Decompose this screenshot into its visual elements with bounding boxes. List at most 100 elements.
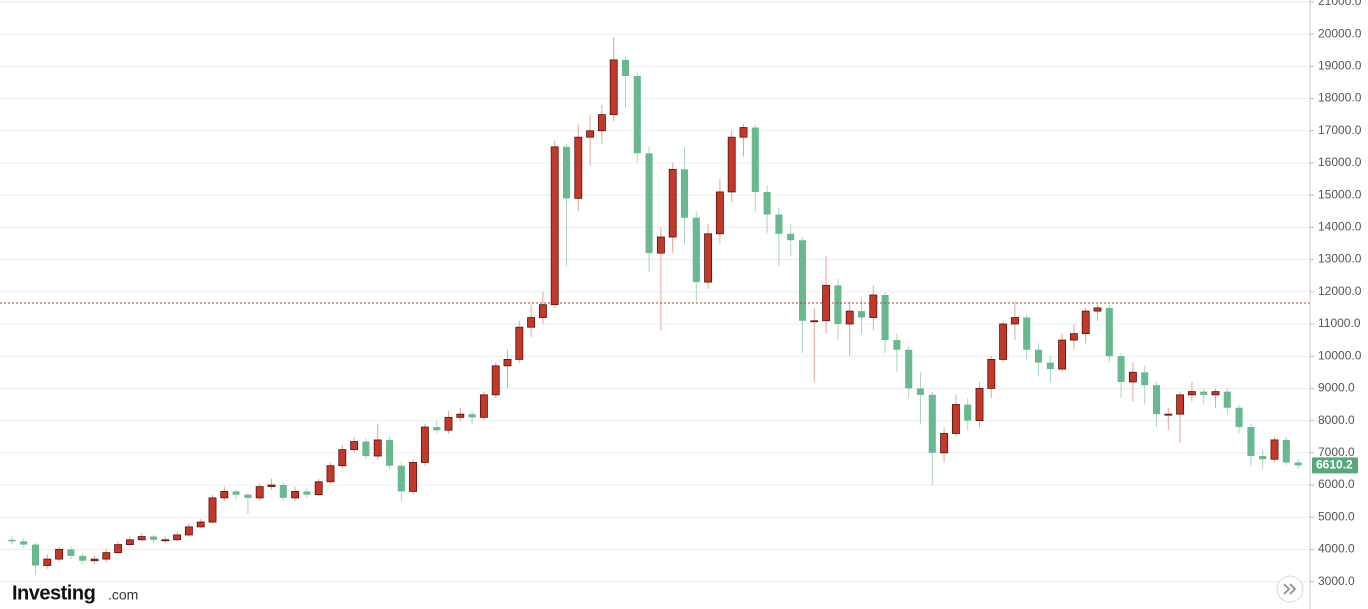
candle-body: [515, 326, 524, 360]
candle-body: [928, 394, 936, 453]
candle-body: [55, 549, 64, 560]
candle-body: [397, 465, 405, 492]
candle-body: [279, 485, 287, 498]
candle-body: [787, 233, 795, 241]
candle-body: [67, 549, 75, 556]
y-tick-label: 21000.0: [1318, 0, 1362, 8]
candle-body: [905, 349, 913, 389]
candle-body: [940, 433, 949, 454]
candle-body: [338, 449, 347, 467]
candle-body: [1164, 413, 1173, 416]
candle-body: [433, 427, 441, 431]
candle-body: [810, 320, 819, 323]
candle-body: [975, 387, 984, 421]
candle-body: [420, 426, 429, 463]
candle-body: [633, 76, 641, 154]
candle-body: [645, 153, 653, 254]
y-tick-label: 10000.0: [1318, 348, 1362, 362]
candle-body: [184, 526, 193, 536]
candle-body: [385, 439, 394, 466]
y-tick-label: 3000.0: [1318, 574, 1355, 588]
candles: [0, 37, 1310, 576]
scroll-button-icon[interactable]: [1283, 583, 1297, 595]
candle-body: [574, 136, 583, 199]
candle-body: [31, 544, 40, 566]
y-tick-label: 7000.0: [1318, 445, 1355, 459]
y-tick-label: 16000.0: [1318, 155, 1362, 169]
candle-body: [869, 294, 878, 318]
candle-body: [1010, 317, 1019, 325]
candle-body: [1023, 317, 1031, 350]
candle-body: [834, 285, 842, 324]
candle-body: [208, 497, 217, 523]
candle-body: [1152, 385, 1161, 415]
candle-body: [1117, 356, 1125, 382]
candle-body: [220, 491, 229, 499]
candle-body: [656, 236, 665, 254]
candle-body: [1270, 439, 1279, 460]
candle-body: [621, 59, 630, 77]
candle-body: [692, 217, 700, 283]
candle-body: [1081, 310, 1090, 335]
candle-body: [102, 552, 111, 560]
candle-body: [680, 169, 689, 218]
candle-body: [751, 127, 759, 192]
y-tick-label: 17000.0: [1318, 123, 1362, 137]
candle-body: [893, 340, 901, 350]
candle-body: [1294, 462, 1302, 466]
candle-body: [964, 404, 972, 421]
candle-body: [444, 416, 453, 431]
candle-body: [173, 534, 182, 541]
y-tick-label: 9000.0: [1318, 381, 1355, 395]
y-tick-label: 8000.0: [1318, 413, 1355, 427]
candle-body: [727, 136, 736, 193]
candle-body: [303, 491, 311, 495]
candle-body: [314, 481, 323, 496]
candle-body: [114, 544, 123, 554]
candle-body: [468, 414, 476, 418]
candle-body: [1223, 391, 1231, 408]
y-tick-label: 18000.0: [1318, 91, 1362, 105]
candle-body: [137, 536, 146, 541]
candle-body: [149, 536, 158, 540]
scroll-button[interactable]: [1276, 575, 1304, 603]
candle-body: [1058, 339, 1067, 370]
last-price-label: 6610.2: [1316, 458, 1353, 472]
y-tick-label: 13000.0: [1318, 252, 1362, 266]
grid: [0, 1, 1310, 583]
candle-body: [609, 59, 618, 116]
candle-body: [1282, 439, 1290, 463]
candle-body: [43, 558, 52, 566]
y-tick-label: 19000.0: [1318, 59, 1362, 73]
candle-body: [881, 294, 889, 341]
candle-body: [479, 394, 488, 418]
candle-body: [125, 539, 134, 545]
candle-body: [244, 494, 252, 498]
candle-body: [562, 146, 571, 199]
y-tick-label: 4000.0: [1318, 542, 1355, 556]
candle-body: [409, 462, 418, 492]
y-tick-label: 11000.0: [1318, 316, 1361, 330]
candle-body: [350, 441, 359, 450]
candle-body: [798, 240, 807, 321]
candle-body: [1105, 307, 1113, 357]
candle-body: [845, 310, 854, 325]
candle-body: [597, 114, 606, 132]
candle-body: [916, 388, 925, 395]
candle-body: [291, 491, 300, 499]
candle-body: [715, 191, 724, 235]
candle-body: [538, 304, 547, 318]
candle-body: [90, 558, 99, 562]
candle-body: [527, 317, 536, 328]
candle-body: [79, 555, 87, 561]
candle-body: [763, 191, 771, 215]
candle-body: [1141, 372, 1149, 386]
candle-body: [373, 439, 382, 457]
candle-body: [1259, 456, 1267, 460]
candle-body: [857, 311, 866, 318]
candle-body: [775, 214, 783, 234]
candle-body: [255, 486, 264, 499]
last-price-box: [1312, 457, 1358, 474]
candle-body: [267, 484, 276, 488]
